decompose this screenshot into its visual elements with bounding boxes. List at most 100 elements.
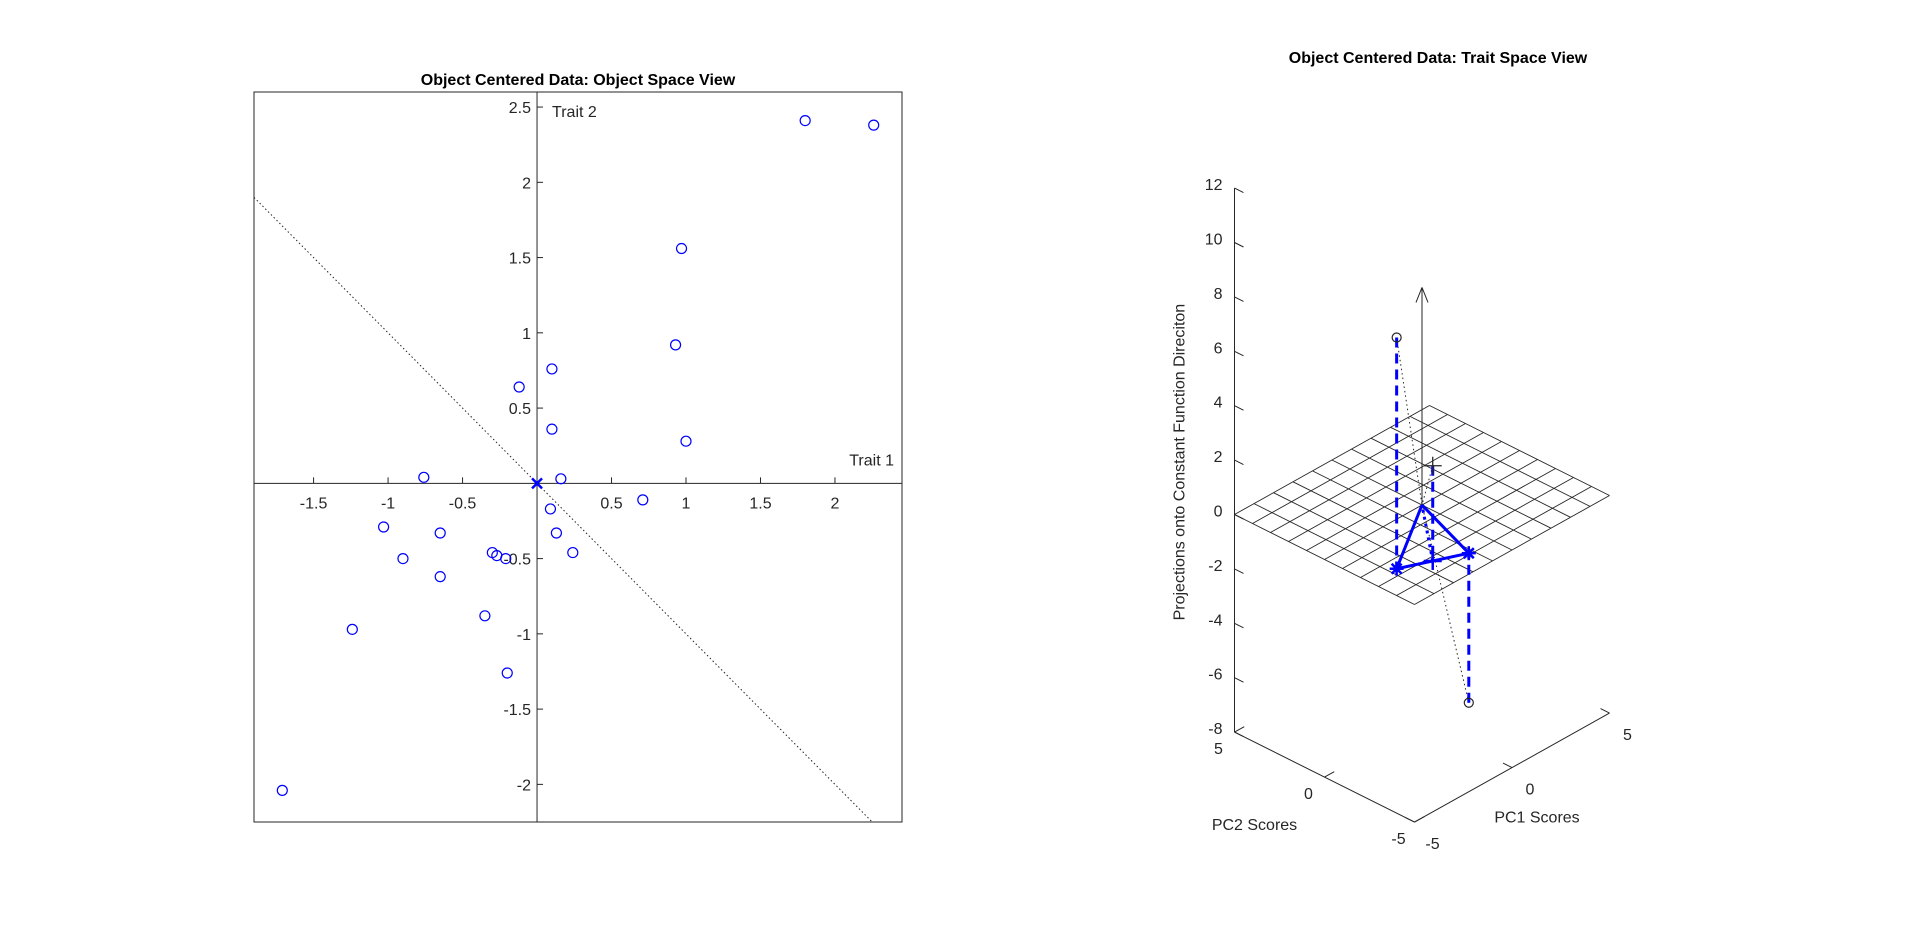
left-y-ticks: -2-1.5-1-0.50.511.522.5 [503, 100, 544, 794]
plane-grid-line [1429, 405, 1610, 496]
data-point [418, 471, 430, 483]
z-tick-mark [1234, 350, 1244, 357]
z-tick-label: 2 [1214, 449, 1223, 466]
origin-dotted-line [1396, 337, 1423, 506]
left-x-tick-label: -0.5 [449, 495, 477, 512]
z-tick-label: -2 [1208, 558, 1222, 575]
data-point [500, 552, 512, 565]
left-y-label: Trait 2 [552, 104, 597, 121]
plane-grid-line [1351, 448, 1532, 540]
z-tick-mark [1234, 459, 1244, 466]
data-point [680, 435, 692, 447]
arrow-head [1415, 287, 1423, 303]
data-point [346, 623, 358, 635]
z-tick-label: 4 [1214, 395, 1223, 412]
x-tick-mark [1405, 817, 1415, 823]
data-point [555, 473, 567, 485]
z-tick-label: -4 [1208, 612, 1222, 629]
z-tick-mark [1234, 568, 1244, 574]
data-point [501, 667, 513, 679]
z-tick-mark [1234, 731, 1244, 738]
left-x-tick-label: 1 [682, 495, 691, 512]
data-point [397, 552, 409, 565]
data-point [479, 610, 491, 622]
left-x-tick-label: -1 [381, 495, 395, 512]
y-tick-label: 5 [1214, 741, 1223, 758]
z-tick-mark [1234, 187, 1244, 194]
x-tick-label: 5 [1623, 727, 1632, 744]
z-tick-label: 8 [1214, 286, 1223, 303]
data-point [378, 521, 390, 533]
right-y-label: PC2 Scores [1212, 817, 1297, 834]
x-tick-mark [1600, 708, 1610, 714]
x-tick-mark [1502, 762, 1513, 769]
data-point [637, 494, 649, 506]
plane-grid-line [1409, 415, 1591, 507]
plane-grid-line [1390, 426, 1571, 518]
left-center-marker [531, 477, 543, 490]
left-y-tick-label: 2 [522, 175, 531, 192]
data-point [669, 339, 682, 351]
data-point [567, 546, 579, 559]
origin-dotted-line [1421, 504, 1470, 703]
star-marker [1462, 547, 1475, 560]
right-projection-lines [1395, 287, 1471, 703]
object-space-chart: Object Centered Data: Object Space View … [253, 72, 903, 823]
center-x-stroke [531, 477, 543, 490]
left-x-label: Trait 1 [849, 452, 894, 469]
data-point [276, 784, 288, 796]
z-tick-mark [1234, 622, 1244, 629]
plane-solid-line [1420, 503, 1470, 555]
left-chart-title: Object Centered Data: Object Space View [421, 72, 736, 89]
z-tick-mark [1234, 514, 1244, 520]
left-x-tick-label: 0.5 [600, 495, 622, 512]
y-tick-label: -5 [1391, 831, 1405, 848]
z-tick-label: -6 [1208, 667, 1222, 684]
y-tick-label: 0 [1304, 786, 1313, 803]
left-dotted-line [253, 197, 873, 823]
y-tick-mark [1324, 771, 1335, 778]
left-y-tick-label: -1.5 [503, 702, 531, 719]
data-point [675, 242, 688, 255]
z-tick-label: 0 [1214, 504, 1223, 521]
left-points [276, 114, 880, 796]
data-point [868, 119, 880, 131]
data-circle [1463, 697, 1474, 708]
left-plot-frame [253, 91, 903, 823]
trait-space-chart: Object Centered Data: Trait Space View -… [1172, 50, 1633, 853]
z-tick-label: 6 [1214, 340, 1223, 357]
z-tick-mark [1234, 296, 1244, 302]
right-chart-title: Object Centered Data: Trait Space View [1289, 50, 1588, 67]
left-x-tick-label: 2 [831, 495, 840, 512]
data-point [434, 527, 446, 539]
data-point [546, 423, 558, 435]
right-ticks: -8 -6 -4 -2 0 2 4 6 8 10 12 -5 0 5 -5 0 5 [1205, 177, 1632, 853]
z-tick-label: -8 [1208, 721, 1222, 738]
right-markers [1389, 332, 1476, 708]
data-point [434, 571, 446, 583]
y-tick-mark [1234, 726, 1245, 733]
data-point [544, 503, 557, 515]
right-x-label: PC1 Scores [1494, 810, 1579, 827]
y-tick-mark [1414, 816, 1425, 823]
x-tick-label: -5 [1425, 836, 1439, 853]
left-y-tick-label: 1.5 [509, 251, 531, 268]
z-tick-mark [1234, 677, 1244, 683]
left-y-tick-label: -1 [517, 627, 531, 644]
star-marker [1390, 562, 1403, 575]
data-point [799, 114, 811, 127]
left-y-tick-label: 1 [522, 326, 531, 343]
plus-dotted-line [1420, 504, 1435, 562]
z-tick-mark [1234, 242, 1244, 248]
plane-solid-line [1395, 504, 1424, 570]
left-y-tick-label: 2.5 [509, 100, 531, 117]
left-x-tick-label: 1.5 [749, 495, 771, 512]
left-y-tick-label: -2 [517, 777, 531, 794]
data-circle [1391, 332, 1402, 343]
plane-grid-line [1252, 414, 1448, 524]
x-tick-label: 0 [1526, 782, 1535, 799]
data-point [550, 527, 563, 539]
left-y-tick-label: 0.5 [509, 401, 531, 418]
left-x-ticks: -1.5 -1 -0.5 0.5 1 1.5 2 [300, 477, 840, 512]
